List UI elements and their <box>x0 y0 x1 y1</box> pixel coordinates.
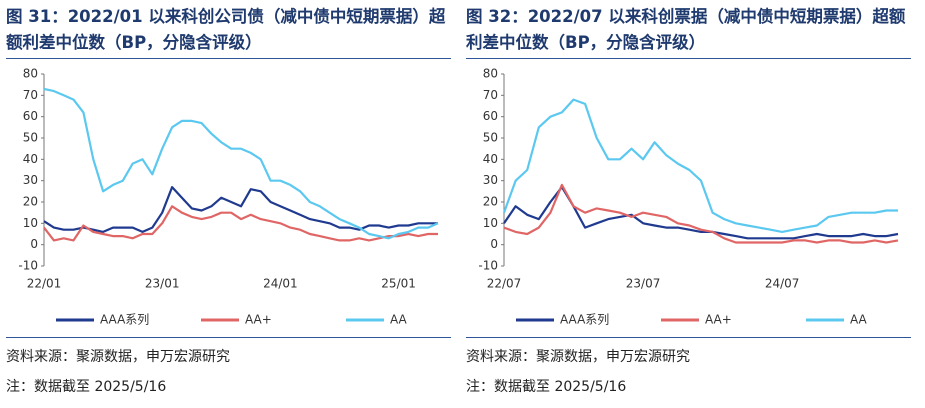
y-tick-label: 10 <box>483 216 498 230</box>
x-tick-label: 24/07 <box>765 277 800 291</box>
y-tick-label: 80 <box>483 67 498 81</box>
x-tick-label: 22/01 <box>27 277 62 291</box>
x-tick-label: 22/07 <box>487 277 522 291</box>
y-tick-label: 80 <box>23 67 38 81</box>
legend-label: AAA系列 <box>100 313 149 327</box>
chart: -10 0 10 20 30 40 50 60 70 80 22/01 23/01 24/01 25/01… <box>18 67 439 327</box>
chart-title: 图 31：2022/01 以来科创公司债（减中债中短期票据）超额利差中位数（BP… <box>6 4 451 59</box>
note: 注：数据截至 2025/5/16 <box>6 379 167 395</box>
y-tick-label: 60 <box>23 109 38 123</box>
legend-label: AA+ <box>705 313 732 327</box>
y-tick-label: 0 <box>490 237 498 251</box>
y-tick-label: 40 <box>483 152 498 166</box>
y-tick-label: 50 <box>483 131 498 145</box>
legend-label: AA <box>390 313 408 327</box>
series-line <box>502 98 898 233</box>
series-line <box>43 186 438 233</box>
y-tick-label: 30 <box>483 173 498 187</box>
x-tick-label: 24/01 <box>263 277 298 291</box>
panel: 图 31：2022/01 以来科创公司债（减中债中短期票据）超额利差中位数（BP… <box>6 0 451 408</box>
chart: -10 0 10 20 30 40 50 60 70 80 22/07 23/07 24/07 AAA系列… <box>478 67 899 327</box>
source: 资料来源：聚源数据，申万宏源研究 <box>466 337 911 366</box>
x-tick-label: 23/01 <box>145 277 180 291</box>
chart-title: 图 32：2022/07 以来科创票据（减中债中短期票据）超额利差中位数（BP，… <box>466 4 911 59</box>
y-tick-label: 70 <box>483 88 498 102</box>
y-tick-label: -10 <box>478 259 498 273</box>
x-tick-label: 23/07 <box>626 277 661 291</box>
y-tick-label: -10 <box>18 259 38 273</box>
y-tick-label: 40 <box>23 152 38 166</box>
y-tick-label: 30 <box>23 173 38 187</box>
y-tick-label: 20 <box>23 195 38 209</box>
legend-label: AA <box>850 313 868 327</box>
y-tick-label: 50 <box>23 131 38 145</box>
series-line <box>43 87 439 240</box>
y-tick-label: 10 <box>23 216 38 230</box>
y-tick-label: 70 <box>23 88 38 102</box>
note: 注：数据截至 2025/5/16 <box>466 379 627 395</box>
legend-label: AA+ <box>245 313 272 327</box>
series-line <box>43 205 438 242</box>
panel: 图 32：2022/07 以来科创票据（减中债中短期票据）超额利差中位数（BP，… <box>466 0 911 408</box>
legend-label: AAA系列 <box>560 313 609 327</box>
source: 资料来源：聚源数据，申万宏源研究 <box>6 337 451 366</box>
y-tick-label: 20 <box>483 195 498 209</box>
y-tick-label: 60 <box>483 109 498 123</box>
x-tick-label: 25/01 <box>381 277 416 291</box>
y-tick-label: 0 <box>30 237 38 251</box>
series-line <box>503 183 899 244</box>
